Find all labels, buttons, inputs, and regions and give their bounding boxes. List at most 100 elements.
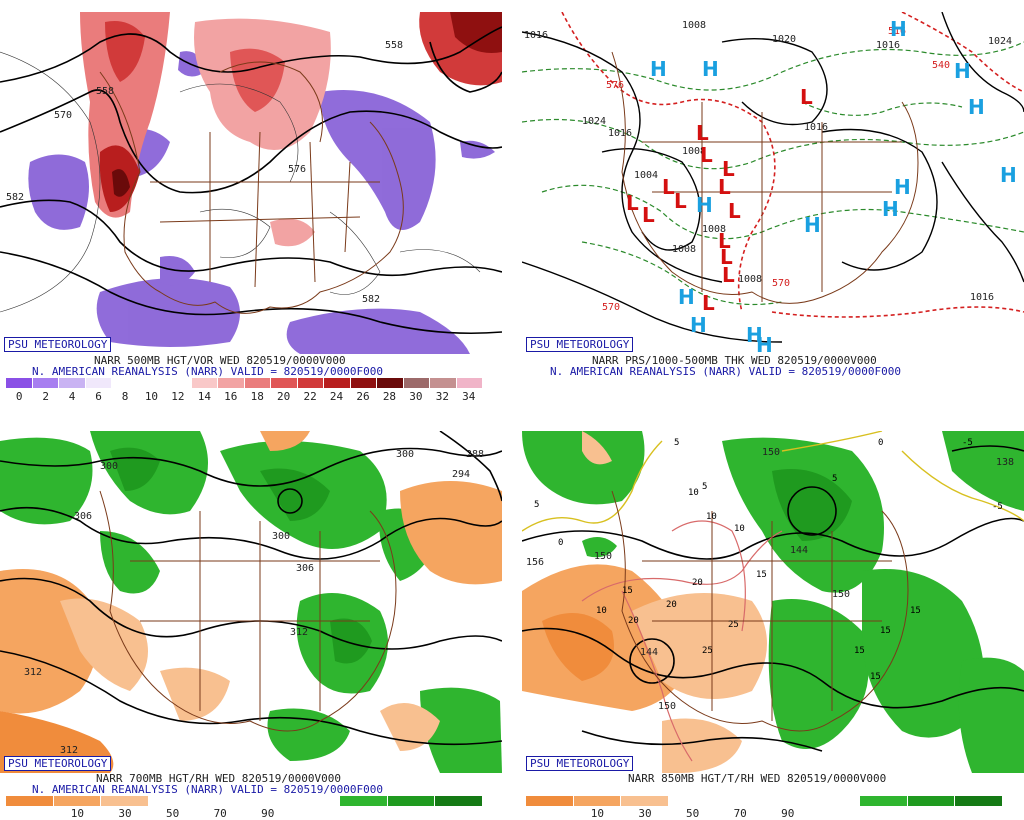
colorbar-swatch	[6, 796, 54, 806]
low-marker: L	[642, 203, 655, 227]
colorbar-swatch	[101, 796, 150, 806]
colorbar-tick-label: 28	[382, 390, 397, 403]
isobar-label: 1008	[702, 224, 726, 235]
high-marker: H	[954, 59, 971, 83]
pressure-panel: 1016 1008 1024 1016 1008 1004 1008 1008 …	[522, 12, 1024, 354]
colorbar-tick-label: 16	[224, 390, 238, 403]
positive-vorticity-areas	[80, 12, 502, 247]
colorbar-tick-label: 70	[213, 807, 227, 820]
temp850-map: 150 156 150 144 144 150 150 138 5 5 5 5 …	[522, 431, 1024, 773]
low-marker: L	[702, 291, 715, 315]
contour-label: 582	[6, 192, 24, 203]
vorticity-colorbar-ticks: 0 2 4 6 8 10 12 14 16 18 20 22 24 26 28 30 32 34	[6, 390, 482, 403]
isobar-label: 1008	[672, 244, 696, 255]
colorbar-swatch	[324, 378, 351, 388]
colorbar-swatch	[85, 378, 112, 388]
temperature-label: 5	[534, 500, 539, 510]
high-marker: H	[678, 285, 695, 309]
height-label: 150	[594, 551, 612, 562]
colorbar-swatch	[244, 796, 293, 806]
colorbar-tick-label: 34	[462, 390, 476, 403]
temperature-label: 25	[702, 646, 713, 656]
colorbar-tick-label: 50	[685, 807, 700, 820]
colorbar-swatch	[456, 378, 482, 388]
low-marker: L	[720, 245, 733, 269]
high-marker: H	[696, 193, 713, 217]
geographic-boundaries	[99, 61, 404, 314]
isobar-label: 1016	[524, 30, 548, 41]
colorbar-swatch	[53, 796, 102, 806]
colorbar-tick-label: 32	[435, 390, 449, 403]
dry-areas	[522, 431, 767, 773]
negative-vorticity-areas	[28, 51, 495, 354]
height-contours	[0, 26, 502, 335]
colorbar-tick-label: 50	[165, 807, 180, 820]
colorbar-tick-label: 14	[197, 390, 211, 403]
thickness-label: 540	[932, 60, 950, 71]
colorbar-swatch	[350, 378, 377, 388]
colorbar-swatch	[244, 378, 271, 388]
high-marker: H	[890, 17, 907, 41]
colorbar-tick-label: 10	[144, 390, 159, 403]
low-marker: L	[728, 199, 741, 223]
colorbar-swatch	[6, 378, 33, 388]
height-contours	[522, 445, 1024, 752]
temp850-title: NARR 850MB HGT/T/RH WED 820519/0000V000	[628, 772, 887, 785]
colorbar-tick-label: 24	[329, 390, 344, 403]
temperature-label: 5	[674, 438, 679, 448]
low-marker: L	[696, 121, 709, 145]
geographic-boundaries	[611, 51, 919, 304]
height-label: 156	[526, 557, 544, 568]
contour-label: 300	[100, 461, 118, 472]
temperature-label: 5	[702, 482, 707, 492]
isobar-label: 1008	[682, 20, 706, 31]
colorbar-swatch	[32, 378, 59, 388]
colorbar-swatch	[430, 378, 457, 388]
low-marker: L	[722, 263, 735, 287]
colorbar-tick-label: 10	[70, 807, 85, 820]
high-marker: H	[690, 313, 707, 337]
contour-label: 288	[466, 449, 484, 460]
vorticity-panel: 558 570 576 582 582 558 PSU METEOROLOGY	[0, 12, 502, 354]
contour-label: 582	[362, 294, 380, 305]
height-labels: 150 156 150 144 144 150 150 138	[526, 447, 1014, 712]
colorbar-tick-label: 22	[303, 390, 317, 403]
rh700-panel: 300 306 300 300 306 312 312 312 288 294 …	[0, 431, 502, 773]
moist-areas	[0, 431, 502, 773]
low-marker: L	[700, 143, 713, 167]
low-marker: L	[662, 175, 675, 199]
colorbar-swatch	[112, 378, 139, 388]
rh700-reanalysis-line: N. AMERICAN REANALYSIS (NARR) VALID = 82…	[32, 783, 383, 796]
temperature-label: 0	[558, 538, 563, 548]
colorbar-swatch	[165, 378, 192, 388]
colorbar-swatch	[526, 796, 574, 806]
contour-label: 300	[396, 449, 414, 460]
contour-label: 312	[290, 627, 308, 638]
colorbar-swatch	[292, 796, 340, 806]
contour-label: 312	[60, 745, 78, 756]
colorbar-swatch	[669, 796, 717, 806]
isobar-label: 1020	[772, 34, 796, 45]
high-marker: H	[804, 213, 821, 237]
contour-labels: 558 570 576 582 582 558	[6, 40, 403, 305]
psu-meteorology-badge: PSU METEOROLOGY	[526, 337, 634, 352]
colorbar-swatch	[859, 796, 908, 806]
contour-label: 558	[385, 40, 403, 51]
colorbar-tick-label: 12	[171, 390, 185, 403]
isobar-label: 1024	[988, 36, 1012, 47]
isobars	[522, 12, 1024, 343]
height-label: 150	[832, 589, 850, 600]
temperature-label: 10	[596, 606, 607, 616]
colorbar-tick-label: 30	[638, 807, 652, 820]
colorbar-tick-label: 20	[277, 390, 291, 403]
height-label: 138	[996, 457, 1014, 468]
temperature-label: 15	[910, 606, 921, 616]
temperature-label: 10	[734, 524, 745, 534]
isobar-label: 1016	[804, 122, 828, 133]
colorbar-tick-label: 90	[261, 807, 275, 820]
pressure-title: NARR PRS/1000-500MB THK WED 820519/0000V…	[592, 354, 877, 367]
high-marker: H	[650, 57, 667, 81]
moist-areas	[522, 431, 1024, 773]
colorbar-swatch	[59, 378, 86, 388]
colorbar-swatch	[716, 796, 765, 806]
